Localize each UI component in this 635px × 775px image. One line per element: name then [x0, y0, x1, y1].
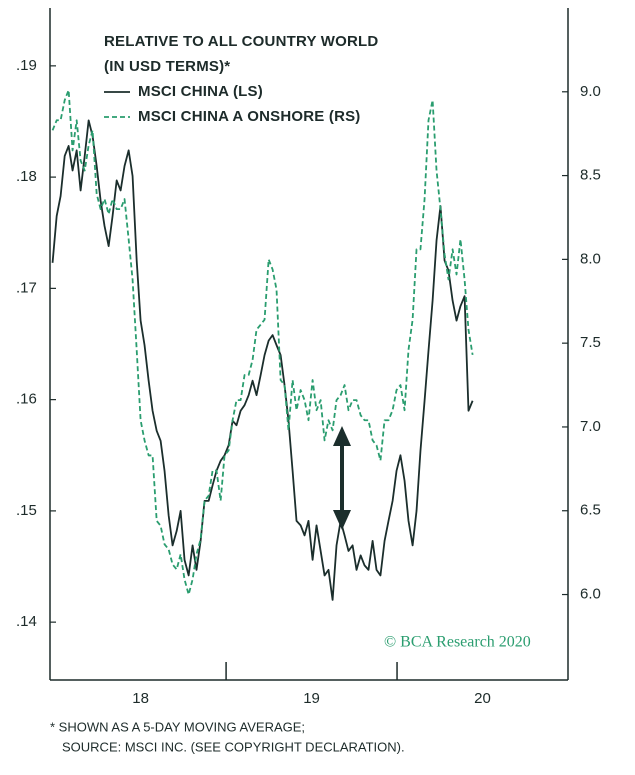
- legend-title: (IN USD TERMS)*: [104, 58, 230, 75]
- y2-tick-label: 6.5: [580, 502, 601, 519]
- copyright: © BCA Research 2020: [384, 634, 531, 651]
- legend-title: RELATIVE TO ALL COUNTRY WORLD: [104, 33, 378, 50]
- y-tick-label: .17: [16, 279, 37, 296]
- series-line: [51, 119, 474, 601]
- y2-tick-label: 7.5: [580, 334, 601, 351]
- y-tick-label: .14: [16, 613, 37, 630]
- y2-tick-label: 8.0: [580, 250, 601, 267]
- footnote: SOURCE: MSCI INC. (SEE COPYRIGHT DECLARA…: [62, 739, 405, 754]
- legend-label: MSCI CHINA A ONSHORE (RS): [138, 108, 361, 125]
- series-line: [51, 89, 474, 596]
- y2-tick-label: 9.0: [580, 83, 601, 100]
- x-tick-label: 19: [303, 690, 320, 707]
- x-tick-label: 20: [474, 690, 491, 707]
- y-tick-label: .16: [16, 391, 37, 408]
- y2-tick-label: 8.5: [580, 167, 601, 184]
- legend-label: MSCI CHINA (LS): [138, 83, 263, 100]
- footnote: * SHOWN AS A 5-DAY MOVING AVERAGE;: [50, 719, 305, 734]
- y-tick-label: .18: [16, 168, 37, 185]
- y2-tick-label: 7.0: [580, 418, 601, 435]
- y-tick-label: .15: [16, 502, 37, 519]
- y-tick-label: .19: [16, 57, 37, 74]
- annotation-arrow: [333, 426, 351, 530]
- y2-tick-label: 6.0: [580, 586, 601, 603]
- plot-frame: [49, 8, 569, 681]
- x-tick-label: 18: [132, 690, 149, 707]
